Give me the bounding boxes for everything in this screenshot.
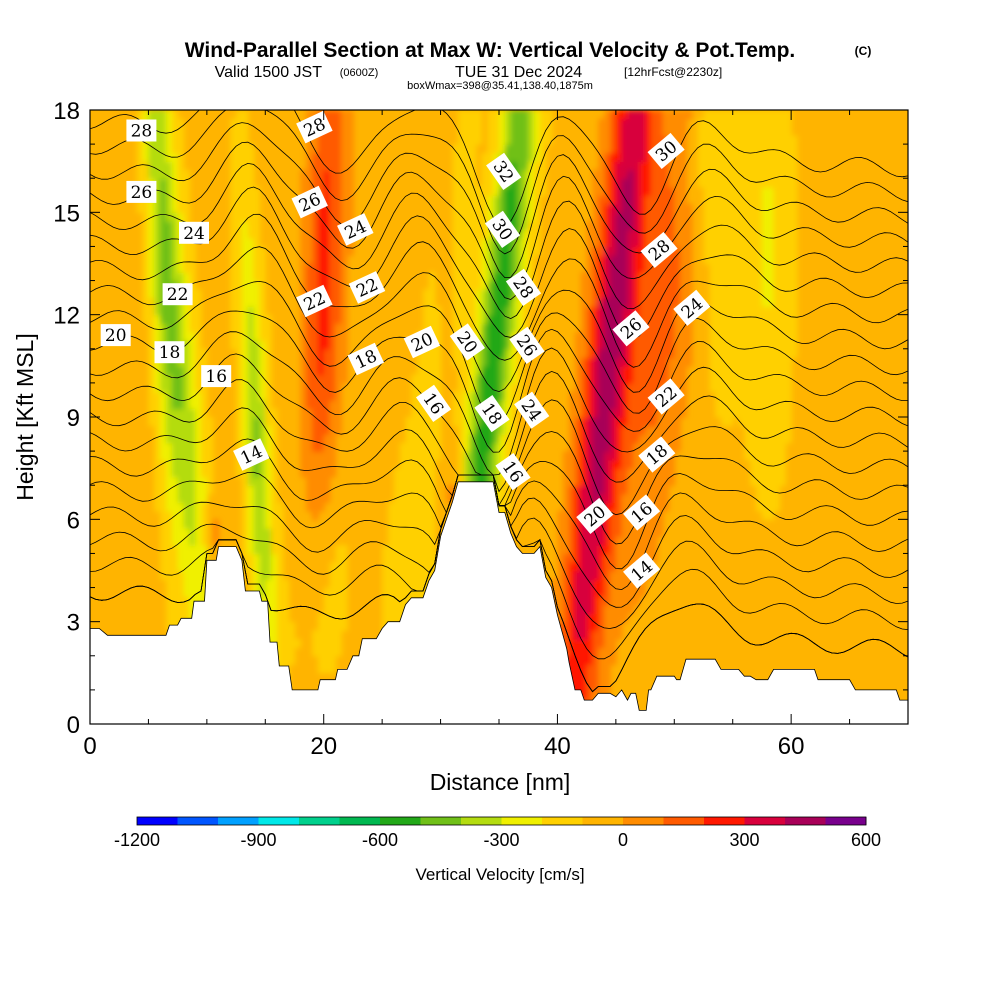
svg-text:22: 22 bbox=[167, 285, 189, 305]
x-tick-label: 60 bbox=[778, 733, 805, 760]
colorbar-title: Vertical Velocity [cm/s] bbox=[415, 865, 584, 884]
colorbar-swatch bbox=[785, 817, 826, 825]
chart-title-block: Wind-Parallel Section at Max W: Vertical… bbox=[185, 39, 872, 92]
y-tick-label: 15 bbox=[53, 200, 80, 227]
contour-label-26: 26 bbox=[126, 180, 157, 203]
forecast-info: [12hrFcst@2230z] bbox=[624, 65, 722, 79]
contour-label-16: 16 bbox=[201, 365, 232, 388]
isentrope-30 bbox=[90, 141, 908, 300]
svg-text:26: 26 bbox=[131, 183, 153, 203]
colorbar-tick-label: 300 bbox=[729, 830, 759, 850]
contour-label-18: 18 bbox=[474, 395, 510, 433]
colorbar-tick-label: 0 bbox=[618, 830, 628, 850]
y-tick-label: 12 bbox=[53, 303, 80, 330]
y-tick-label: 9 bbox=[67, 405, 80, 432]
colorbar-swatch bbox=[137, 817, 178, 825]
colorbar-swatch bbox=[461, 817, 502, 825]
copyright-mark: (C) bbox=[855, 44, 872, 58]
colorbar bbox=[136, 816, 867, 826]
colorbar-swatch bbox=[258, 817, 300, 825]
contour-label-28: 28 bbox=[126, 119, 157, 142]
axis-ticks bbox=[89, 109, 909, 725]
isentrope-23 bbox=[90, 331, 908, 476]
svg-text:18: 18 bbox=[159, 343, 181, 363]
colorbar-swatch bbox=[663, 817, 705, 825]
colorbar-swatch bbox=[339, 817, 381, 825]
chart-title: Wind-Parallel Section at Max W: Vertical… bbox=[185, 39, 796, 62]
colorbar-swatch bbox=[420, 817, 462, 825]
colorbar-swatch bbox=[582, 817, 624, 825]
y-tick-label: 6 bbox=[67, 507, 80, 534]
isentrope-22 bbox=[90, 353, 908, 493]
isentrope-31 bbox=[90, 122, 908, 279]
valid-time: Valid 1500 JST bbox=[215, 64, 323, 81]
colorbar-swatch bbox=[177, 817, 219, 825]
y-axis-title: Height [Kft MSL] bbox=[12, 333, 38, 500]
isentrope-27 bbox=[90, 213, 908, 368]
x-tick-label: 40 bbox=[544, 733, 571, 760]
svg-text:20: 20 bbox=[105, 326, 127, 346]
svg-text:24: 24 bbox=[183, 224, 205, 244]
y-tick-label: 3 bbox=[67, 610, 80, 637]
box-info: boxWmax=398@35.41,138.40,1875m bbox=[407, 80, 593, 92]
isentrope-28 bbox=[90, 186, 908, 340]
colorbar-tick-label: -600 bbox=[362, 830, 398, 850]
colorbar-swatch bbox=[380, 817, 421, 825]
colorbar-swatch bbox=[825, 817, 867, 825]
isentrope-32 bbox=[90, 110, 908, 255]
isentrope-26 bbox=[90, 246, 908, 393]
contour-label-26: 26 bbox=[612, 310, 650, 347]
colorbar-swatch bbox=[744, 817, 786, 825]
x-tick-label: 0 bbox=[83, 733, 96, 760]
x-axis-title: Distance [nm] bbox=[430, 769, 571, 795]
terrain bbox=[90, 481, 908, 724]
colorbar-swatch bbox=[623, 817, 664, 825]
svg-text:28: 28 bbox=[131, 122, 153, 142]
y-tick-label: 0 bbox=[67, 712, 80, 739]
svg-text:16: 16 bbox=[205, 367, 227, 387]
y-tick-label: 18 bbox=[53, 98, 80, 125]
x-tick-label: 20 bbox=[310, 733, 337, 760]
contour-label-18: 18 bbox=[154, 341, 185, 364]
contour-label-20: 20 bbox=[100, 324, 131, 347]
contour-label-22: 22 bbox=[348, 271, 386, 304]
colorbar-swatch bbox=[218, 817, 259, 825]
isentrope-29 bbox=[90, 162, 908, 320]
colorbar-tick-label: -1200 bbox=[114, 830, 160, 850]
isentrope-24 bbox=[90, 310, 908, 453]
colorbar-tick-label: 600 bbox=[851, 830, 881, 850]
colorbar-swatch bbox=[704, 817, 745, 825]
colorbar-tick-label: -900 bbox=[240, 830, 276, 850]
contour-label-24: 24 bbox=[179, 221, 209, 244]
contour-label-22: 22 bbox=[162, 283, 193, 306]
colorbar-swatch bbox=[542, 817, 583, 825]
colorbar-swatch bbox=[501, 817, 543, 825]
colorbar-swatch bbox=[299, 817, 340, 825]
valid-utc: (0600Z) bbox=[340, 67, 379, 79]
valid-date: TUE 31 Dec 2024 bbox=[455, 64, 582, 81]
colorbar-tick-label: -300 bbox=[483, 830, 519, 850]
